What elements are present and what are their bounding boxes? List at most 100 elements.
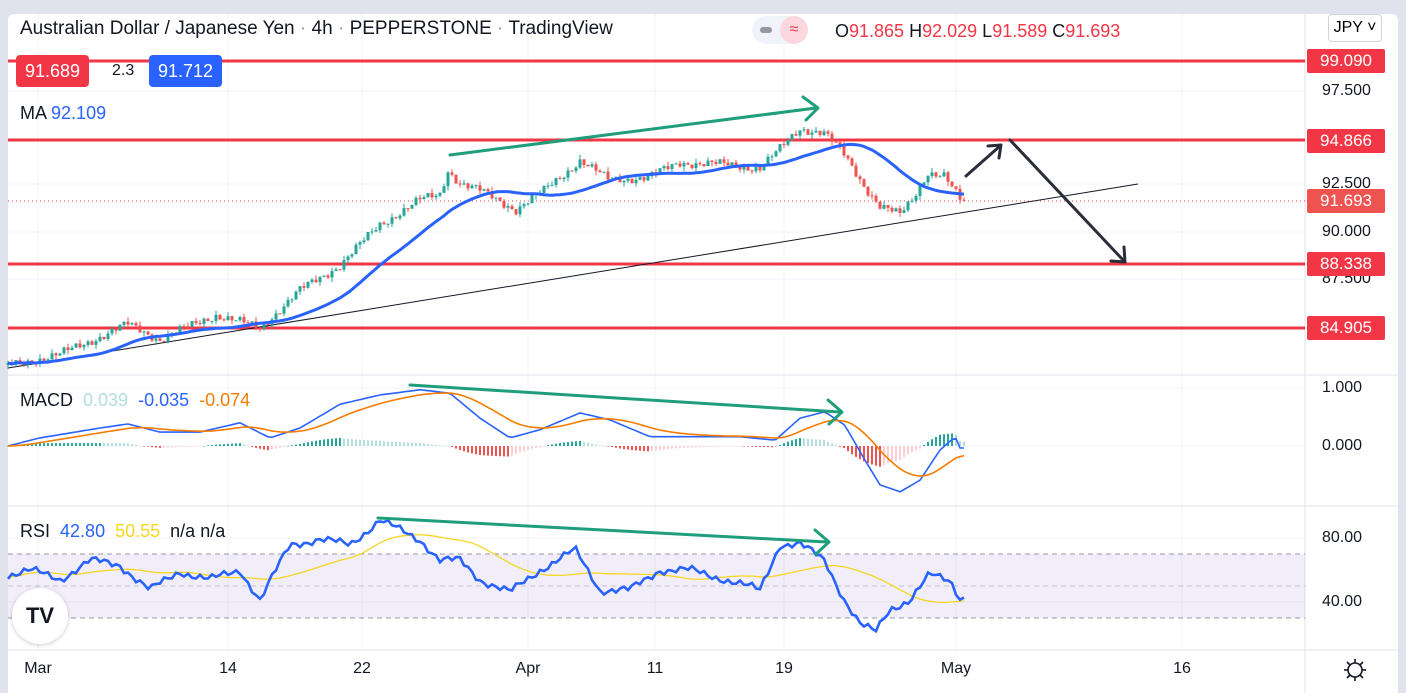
macd-histogram-bar	[931, 439, 933, 446]
macd-histogram-bar	[591, 443, 593, 446]
candle-body	[446, 172, 450, 187]
macd-histogram-bar	[399, 442, 401, 446]
macd-histogram-bar	[651, 446, 653, 452]
macd-histogram-bar	[487, 446, 489, 456]
macd-histogram-bar	[159, 446, 161, 448]
macd-histogram-bar	[907, 446, 909, 455]
macd-histogram-bar	[211, 445, 213, 446]
candle-body	[142, 331, 146, 333]
sell-button[interactable]: 91.689	[16, 55, 90, 87]
macd-histogram-bar	[855, 446, 857, 457]
candle-body	[322, 275, 326, 277]
candle-body	[358, 242, 362, 245]
level-lines[interactable]	[8, 59, 1305, 330]
macd-histogram-bar	[331, 438, 333, 446]
macd-histogram-bar	[299, 444, 301, 446]
candle-body	[158, 338, 162, 341]
candle-body	[154, 338, 158, 341]
annotation-arrows[interactable]	[376, 95, 1127, 556]
candle-body	[310, 279, 314, 282]
candle-body	[694, 163, 698, 169]
macd-histogram-bar	[635, 446, 637, 451]
candle-body	[698, 163, 702, 165]
currency-dropdown[interactable]: JPY ˅	[1328, 14, 1382, 42]
candle-body	[398, 215, 402, 219]
candle-body	[706, 160, 710, 167]
candle-body	[394, 217, 398, 219]
macd-histogram-bar	[431, 444, 433, 446]
candle-body	[382, 222, 386, 225]
settings-gear-icon[interactable]	[1344, 659, 1366, 681]
candle-body	[62, 347, 66, 354]
candle-body	[906, 201, 910, 211]
candle-body	[246, 322, 250, 324]
time-tick: 11	[646, 660, 664, 677]
candle-body	[542, 185, 546, 193]
candle-body	[338, 269, 342, 271]
time-tick: 19	[775, 660, 793, 677]
candle-body	[466, 183, 470, 189]
macd-histogram-bar	[347, 438, 349, 446]
candle-body	[506, 206, 510, 208]
macd-histogram-bar	[687, 446, 689, 448]
rsi-legend[interactable]: RSI 42.80 50.55 n/a n/a	[20, 521, 226, 541]
candle-body	[642, 177, 646, 181]
candle-body	[854, 165, 858, 177]
macd-histogram-bar	[783, 443, 785, 446]
candle-body	[786, 140, 790, 145]
tradingview-logo[interactable]: TV	[12, 588, 68, 644]
macd-histogram-bar	[923, 445, 925, 446]
macd-histogram-bar	[747, 446, 749, 447]
macd-histogram-bar	[575, 441, 577, 446]
macd-histogram-bar	[935, 436, 937, 446]
candle-body	[754, 166, 758, 172]
macd-histogram-bar	[359, 439, 361, 446]
candle-body	[70, 347, 74, 350]
macd-histogram-bar	[275, 446, 277, 449]
candle-body	[638, 177, 642, 180]
macd-histogram-bar	[339, 437, 341, 446]
candle-body	[130, 323, 134, 325]
macd-histogram-bar	[899, 446, 901, 460]
macd-legend[interactable]: MACD 0.039 -0.035 -0.074	[20, 390, 251, 410]
market-dot-icon	[760, 27, 772, 33]
price-tick: 90.000	[1322, 223, 1371, 240]
macd-histogram-bar	[491, 446, 493, 456]
candle-body	[42, 358, 46, 361]
candle-body	[462, 183, 466, 185]
macd-histogram-bar	[691, 446, 693, 448]
macd-histogram-bar	[155, 446, 157, 448]
symbol-legend[interactable]: Australian Dollar / Japanese Yen · 4h · …	[20, 18, 613, 40]
macd-histogram-bar	[403, 442, 405, 446]
macd-histogram-bar	[663, 446, 665, 450]
macd-histogram-bar	[51, 443, 53, 446]
macd-histogram-bar	[407, 442, 409, 446]
buy-button[interactable]: 91.712	[149, 55, 223, 87]
macd-histogram-bar	[779, 444, 781, 446]
candle-body	[334, 269, 338, 272]
macd-histogram-bar	[511, 446, 513, 456]
macd-histogram-bar	[579, 440, 581, 446]
symbol-title: Australian Dollar / Japanese Yen	[20, 18, 295, 39]
candle-body	[814, 130, 818, 133]
candle-body	[490, 191, 494, 199]
candle-body	[606, 171, 610, 180]
market-status-toggle[interactable]: ≈	[752, 16, 808, 44]
level-label: 88.338	[1307, 252, 1385, 276]
ma-line	[7, 142, 965, 366]
trend-line[interactable]	[7, 183, 1139, 369]
macd-histogram-bar	[831, 443, 833, 446]
candle-body	[726, 162, 730, 166]
candle-body	[306, 281, 310, 288]
macd-histogram-bar	[67, 443, 69, 446]
candle-body	[738, 167, 742, 170]
candle-body	[326, 275, 330, 278]
forecast-up-arrow	[964, 143, 1003, 178]
candle-body	[670, 164, 674, 170]
macd-histogram-bar	[127, 443, 129, 446]
candle-body	[210, 320, 214, 322]
candle-body	[878, 201, 882, 209]
ma-legend[interactable]: MA 92.109	[20, 103, 107, 123]
macd-histogram-bar	[667, 446, 669, 450]
